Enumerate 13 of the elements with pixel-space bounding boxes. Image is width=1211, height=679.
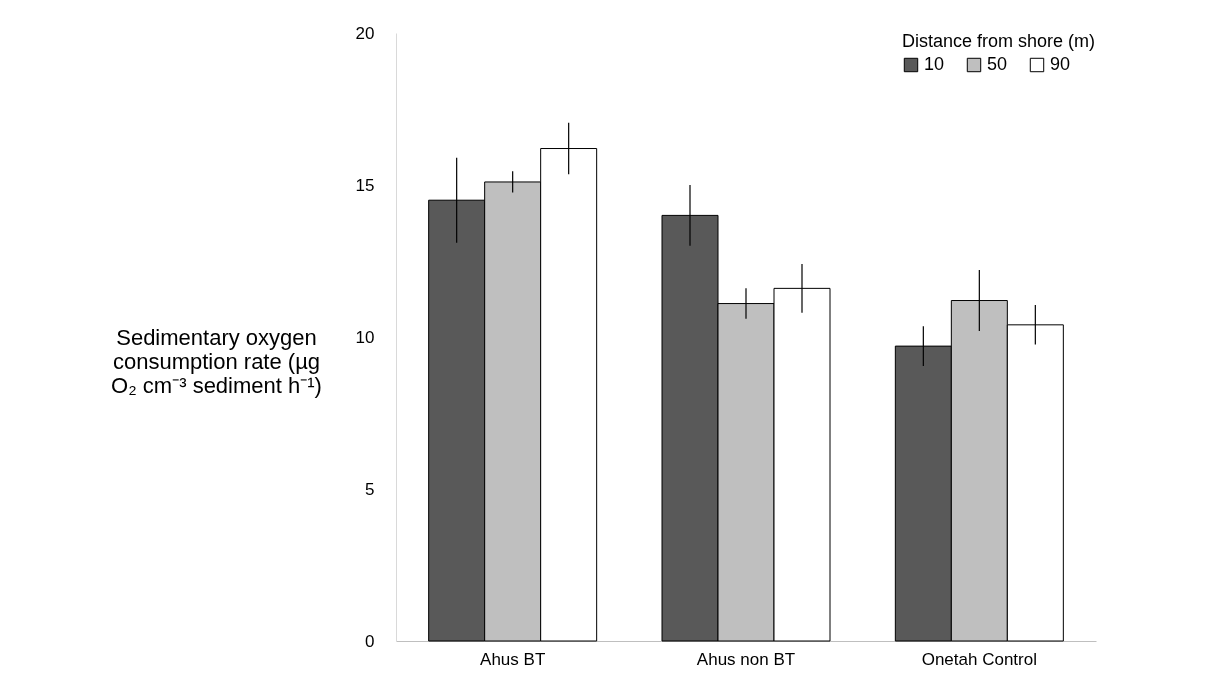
y-tick-label: 0 [365, 631, 375, 651]
y-axis-title: Sedimentary oxygen consumption rate (µg O₂ cm⁻³ sediment h⁻¹) [111, 324, 322, 398]
x-tick-label: Ahus BT [480, 649, 546, 669]
x-tick-label: Onetah Control [921, 649, 1037, 669]
y-tick-label: 20 [355, 23, 375, 43]
y-tick-label: 10 [355, 327, 375, 347]
legend-label: 10 [924, 54, 945, 74]
legend-title: Distance from shore (m) [902, 31, 1096, 51]
y-tick-label: 5 [365, 479, 375, 499]
legend-label: 90 [1050, 54, 1071, 74]
legend-label: 50 [987, 54, 1008, 74]
y-tick-label: 15 [355, 175, 375, 195]
x-tick-label: Ahus non BT [696, 649, 796, 669]
